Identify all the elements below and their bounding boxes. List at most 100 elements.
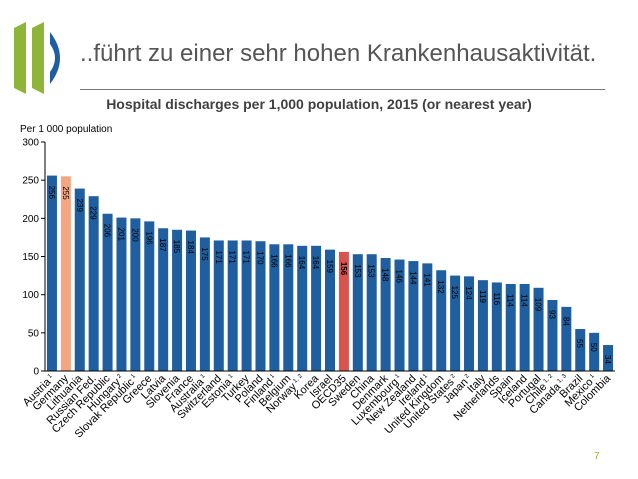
bar xyxy=(185,230,196,371)
bar xyxy=(227,240,238,371)
value-label: 156 xyxy=(339,262,348,276)
bar xyxy=(241,240,252,371)
value-label: 119 xyxy=(478,290,487,303)
category-footnote: 1 xyxy=(421,373,429,381)
bar xyxy=(519,283,530,371)
category-footnote: 1 xyxy=(129,373,137,381)
value-label: 201 xyxy=(116,228,125,242)
bar xyxy=(311,245,322,371)
bar xyxy=(60,176,71,371)
category-footnote: 2 xyxy=(463,373,471,381)
y-tick-label: 0 xyxy=(33,367,39,378)
value-label: 132 xyxy=(436,280,445,294)
value-label: 175 xyxy=(200,247,209,261)
value-label: 159 xyxy=(325,260,334,274)
value-label: 84 xyxy=(561,317,570,326)
bar xyxy=(603,345,614,371)
value-label: 185 xyxy=(172,240,181,254)
value-label: 171 xyxy=(242,250,251,264)
value-labels: 256 255 239 229 206 201 200 196 187 185 184 175 171 1… xyxy=(47,186,612,365)
value-label: 109 xyxy=(534,298,543,312)
y-tick-label: 50 xyxy=(28,328,40,339)
bar xyxy=(491,282,502,371)
title-divider xyxy=(80,89,605,90)
bar xyxy=(199,237,210,371)
y-tick-label: 200 xyxy=(22,214,39,225)
bar xyxy=(464,276,475,371)
bar xyxy=(366,254,377,371)
y-tick-label: 250 xyxy=(22,176,39,187)
category-footnote: 1 xyxy=(226,373,234,381)
bar xyxy=(283,244,294,371)
y-axis-label: Per 1 000 population xyxy=(20,124,113,135)
bar xyxy=(269,244,280,371)
bar xyxy=(297,245,308,371)
value-label: 239 xyxy=(75,199,84,213)
bar xyxy=(533,287,544,371)
y-tick-label: 100 xyxy=(22,290,39,301)
slide-title: ..führt zu einer sehr hohen Krankenhausa… xyxy=(80,40,597,67)
value-label: 146 xyxy=(395,270,404,284)
value-label: 255 xyxy=(61,186,70,200)
value-label: 144 xyxy=(408,271,417,285)
value-label: 153 xyxy=(367,264,376,278)
value-label: 125 xyxy=(450,286,459,300)
bar xyxy=(255,241,266,371)
value-label: 166 xyxy=(283,254,292,268)
category-footnote: 1 xyxy=(199,373,207,381)
category-footnote: 1 xyxy=(268,373,276,381)
category-footnote: 1 xyxy=(588,373,596,381)
value-label: 187 xyxy=(158,238,167,252)
bar xyxy=(575,329,586,371)
bar xyxy=(213,240,224,371)
bar xyxy=(352,254,363,371)
value-label: 114 xyxy=(506,294,515,307)
bar xyxy=(130,218,141,371)
value-label: 55 xyxy=(575,339,584,348)
bar xyxy=(158,228,169,371)
bar xyxy=(589,332,600,371)
bar xyxy=(436,270,447,371)
bar xyxy=(102,213,113,371)
value-label: 200 xyxy=(130,228,139,242)
bar xyxy=(338,251,349,371)
value-label: 166 xyxy=(269,254,278,268)
category-footnote: 1 xyxy=(46,373,54,381)
value-label: 184 xyxy=(186,241,195,255)
bar xyxy=(561,306,572,371)
y-tick-label: 300 xyxy=(22,138,39,149)
bar xyxy=(394,259,405,371)
bar xyxy=(144,221,155,371)
y-axis: 0 50 100 150 200 250 300 xyxy=(22,138,45,378)
bar xyxy=(74,188,85,371)
category-footnote: 2 xyxy=(115,373,123,381)
bars xyxy=(46,175,614,371)
bar xyxy=(88,196,99,371)
chart-title: Hospital discharges per 1,000 population… xyxy=(106,96,532,112)
bar xyxy=(116,217,127,371)
bar xyxy=(422,263,433,371)
value-label: 124 xyxy=(464,286,473,300)
value-label: 164 xyxy=(297,256,306,270)
value-label: 164 xyxy=(311,256,320,270)
value-label: 34 xyxy=(603,355,612,364)
value-label: 116 xyxy=(492,292,501,305)
value-label: 141 xyxy=(422,273,431,287)
value-label: 206 xyxy=(103,224,112,238)
value-label: 171 xyxy=(214,250,223,264)
category-footnote: 1 xyxy=(393,373,401,381)
page-number: 7 xyxy=(594,451,600,462)
value-label: 229 xyxy=(89,206,98,220)
value-label: 170 xyxy=(255,251,264,265)
bar xyxy=(324,249,336,371)
bar xyxy=(477,280,488,371)
value-label: 153 xyxy=(353,264,362,278)
category-footnote: 2 xyxy=(449,373,457,381)
bar xyxy=(172,229,183,371)
value-label: 171 xyxy=(228,250,237,264)
value-label: 196 xyxy=(144,231,153,245)
value-label: 114 xyxy=(520,294,529,307)
bar xyxy=(408,261,419,371)
